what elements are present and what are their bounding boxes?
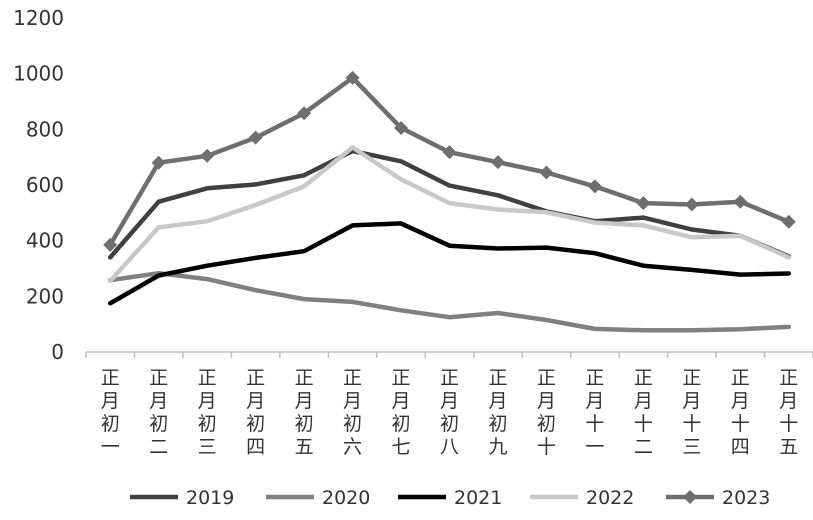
x-category-label: 正月初四 xyxy=(246,367,265,458)
x-category-label: 正月初六 xyxy=(343,367,362,458)
data-point xyxy=(636,196,651,211)
series-line-2020 xyxy=(107,270,792,333)
legend-item-2019: 2019 xyxy=(130,487,234,509)
y-tick-label: 0 xyxy=(51,340,64,364)
x-category-label: 正月初二 xyxy=(149,367,168,458)
data-point xyxy=(345,70,360,85)
x-axis-category-labels: 正月初一 正月初二 正月初三 正月初四 正月初五 正月初六 正月初七 正月初八 正月初九 正月初十… xyxy=(101,367,799,458)
series-2022 xyxy=(107,145,792,284)
legend-item-2020: 2020 xyxy=(266,487,370,509)
y-tick-label: 1000 xyxy=(13,62,64,86)
x-category-label: 正月初一 xyxy=(101,367,120,458)
y-tick-label: 800 xyxy=(26,117,64,141)
y-tick-label: 600 xyxy=(26,173,64,197)
x-category-label: 正月初七 xyxy=(392,367,411,458)
legend-label: 2022 xyxy=(586,487,634,509)
legend-label: 2023 xyxy=(722,487,770,509)
data-point xyxy=(297,106,312,121)
legend-label: 2019 xyxy=(186,487,234,509)
x-category-label: 正月初十 xyxy=(537,367,556,458)
legend: 2019 2020 2021 2022 2023 xyxy=(130,487,770,509)
data-point xyxy=(248,130,263,145)
series-line-2021 xyxy=(107,221,792,306)
data-point xyxy=(394,120,409,135)
legend-marker xyxy=(683,490,697,504)
x-category-label: 正月十一 xyxy=(585,367,604,458)
legend-item-2021: 2021 xyxy=(398,487,502,509)
data-point xyxy=(490,155,505,170)
data-point xyxy=(539,165,554,180)
x-axis-tick-marks xyxy=(85,352,813,358)
x-category-label: 正月十五 xyxy=(779,367,798,458)
legend-item-2023: 2023 xyxy=(666,487,770,509)
series-2019 xyxy=(107,148,792,260)
x-category-label: 正月十四 xyxy=(731,367,750,458)
data-point xyxy=(103,237,118,252)
y-tick-label: 400 xyxy=(26,229,64,253)
x-category-label: 正月初五 xyxy=(295,367,314,458)
series-2020 xyxy=(107,270,792,333)
legend-label: 2020 xyxy=(322,487,370,509)
data-point xyxy=(684,197,699,212)
y-axis-tick-labels: 0 200 400 600 800 1000 1200 xyxy=(13,6,64,364)
series-line-2019 xyxy=(107,148,792,260)
x-category-label: 正月初九 xyxy=(488,367,507,458)
data-point xyxy=(442,145,457,160)
series-line-2022 xyxy=(107,145,792,284)
data-point xyxy=(151,155,166,170)
data-point xyxy=(733,194,748,209)
x-category-label: 正月初三 xyxy=(198,367,217,458)
series-2023 xyxy=(103,70,796,252)
series-lines xyxy=(103,70,796,333)
legend-label: 2021 xyxy=(454,487,502,509)
series-2021 xyxy=(107,221,792,306)
data-point xyxy=(781,214,796,229)
y-tick-label: 200 xyxy=(26,284,64,308)
legend-item-2022: 2022 xyxy=(530,487,634,509)
data-point xyxy=(200,148,215,163)
x-category-label: 正月十二 xyxy=(634,367,653,458)
x-category-label: 正月初八 xyxy=(440,367,459,458)
data-point xyxy=(587,179,602,194)
y-tick-label: 1200 xyxy=(13,6,64,30)
x-category-label: 正月十三 xyxy=(682,367,701,458)
